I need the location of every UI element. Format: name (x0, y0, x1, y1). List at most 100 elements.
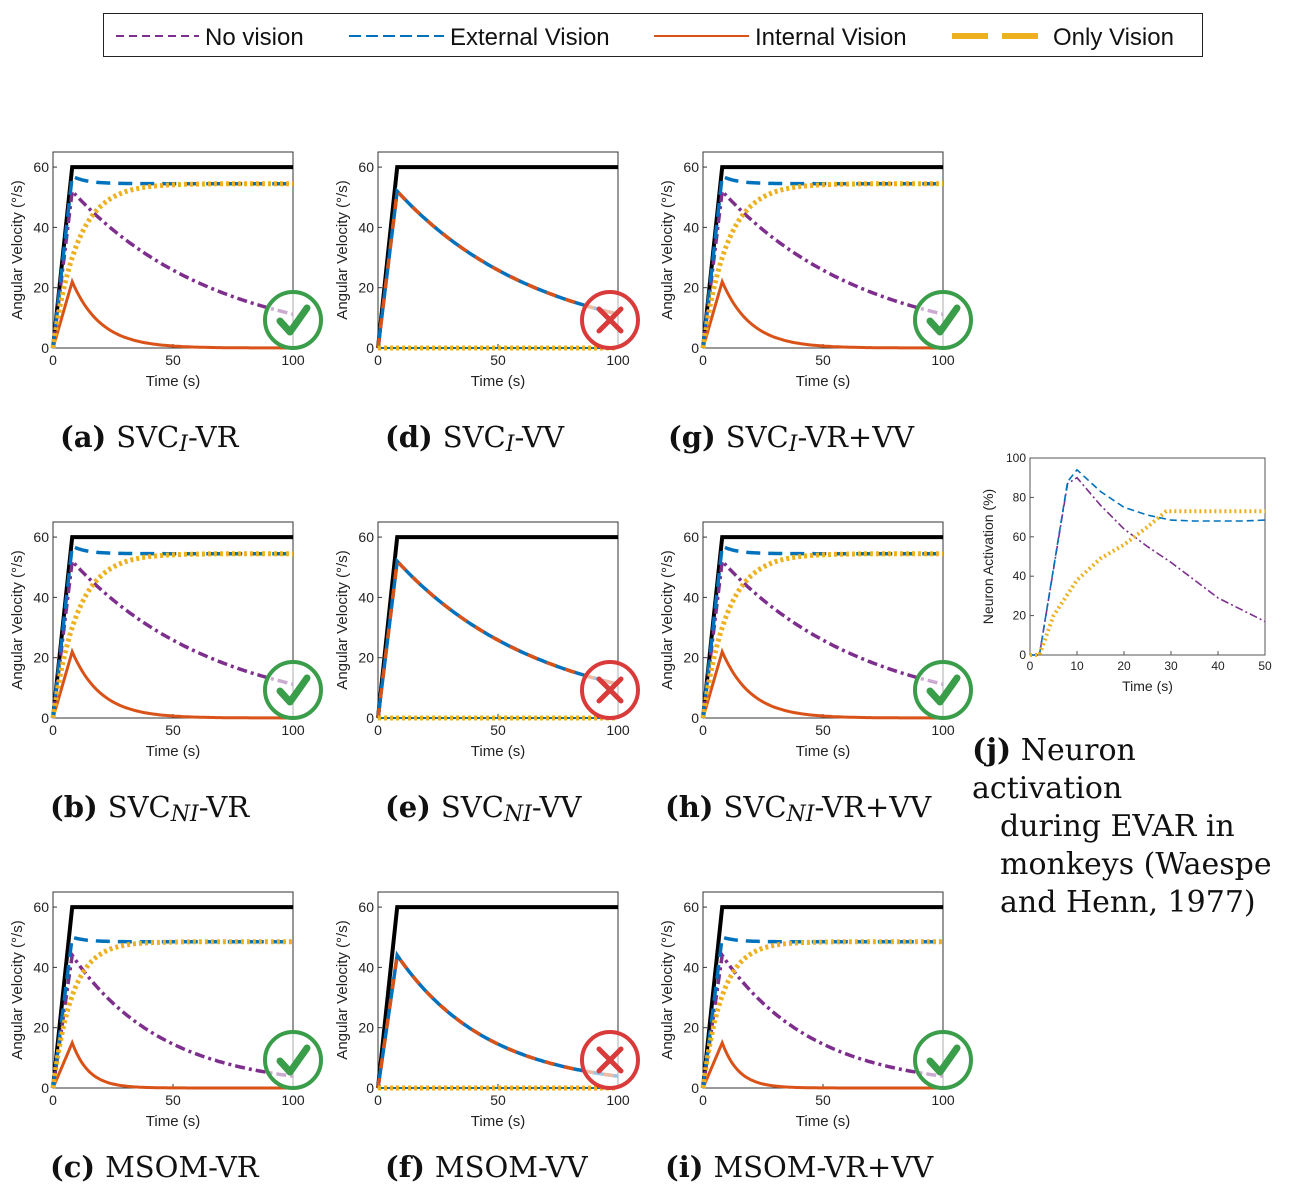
ylabel-e: Angular Velocity (°/s) (334, 550, 351, 689)
ytick-label-e-2: 40 (358, 589, 374, 605)
ytick-label-b-3: 60 (33, 529, 49, 545)
xtick-label-b-0: 0 (49, 722, 57, 738)
ytick-label-j-2: 40 (1013, 569, 1027, 583)
internal-vision-line-g (701, 277, 943, 350)
stimulus-line-f (376, 905, 618, 1089)
ytick-label-f-3: 60 (358, 899, 374, 915)
ytick-label-a-2: 40 (33, 219, 49, 235)
internal-vision-line-a (51, 277, 293, 350)
xtick-label-a-2: 100 (281, 352, 305, 368)
xtick-label-h-1: 50 (815, 722, 831, 738)
ytick-label-i-1: 20 (683, 1020, 699, 1036)
caption-model-g: SVC (725, 420, 789, 454)
caption-i: (i) MSOM-VR+VV (665, 1150, 933, 1184)
ytick-label-h-1: 20 (683, 650, 699, 666)
caption-h: (h) SVCNI-VR+VV (665, 790, 931, 827)
xtick-label-c-0: 0 (49, 1092, 57, 1108)
caption-letter-g: (g) (668, 420, 716, 454)
ytick-label-b-0: 0 (41, 710, 49, 726)
internal-vision-line-d (376, 187, 619, 349)
only-vision-line-b (50, 551, 293, 719)
cross-icon-e (596, 676, 624, 704)
panel-d-chart: 0 20 40 60 0 50 100 Time (s) Angular Velocity (°… (334, 151, 640, 390)
ylabel-b: Angular Velocity (°/s) (9, 550, 26, 689)
caption-model-e: SVC (440, 790, 504, 824)
xtick-label-j-3: 30 (1164, 659, 1178, 673)
ytick-label-a-3: 60 (33, 159, 49, 175)
no-vision-line-i (701, 950, 944, 1089)
panel-j-chart: 0 20 40 60 80 100 0 10 20 30 40 50 Time (s) Neuron Ac… (980, 451, 1272, 694)
no-vision-line-c (51, 950, 294, 1089)
no-vision-line-g (701, 187, 944, 349)
xtick-label-e-0: 0 (374, 722, 382, 738)
stimulus-line-i (701, 905, 943, 1089)
legend-label-3: Internal Vision (755, 24, 907, 51)
xlabel-d: Time (s) (471, 373, 525, 390)
legend-label-1: No vision (205, 24, 304, 51)
xtick-label-i-1: 50 (815, 1092, 831, 1108)
xtick-label-c-2: 100 (281, 1092, 305, 1108)
caption-e: (e) SVCNI-VV (385, 790, 581, 827)
ytick-label-f-2: 40 (358, 959, 374, 975)
caption-suffix-b: -VR (198, 790, 250, 824)
stimulus-line-g (701, 165, 943, 349)
ytick-label-c-1: 20 (33, 1020, 49, 1036)
ylabel-f: Angular Velocity (°/s) (334, 920, 351, 1059)
ytick-label-c-3: 60 (33, 899, 49, 915)
ytick-label-d-1: 20 (358, 280, 374, 296)
ylabel-j: Neuron Activation (%) (980, 489, 996, 624)
axes-box-i (702, 891, 944, 1089)
xtick-label-e-1: 50 (490, 722, 506, 738)
cross-icon-d (596, 306, 624, 334)
xtick-label-g-0: 0 (699, 352, 707, 368)
check-icon-i (926, 1044, 961, 1076)
axes-box-c (52, 891, 294, 1089)
cross-icon-f (596, 1046, 624, 1074)
xtick-label-c-1: 50 (165, 1092, 181, 1108)
xtick-label-g-1: 50 (815, 352, 831, 368)
ytick-label-h-0: 0 (691, 710, 699, 726)
xtick-label-g-2: 100 (931, 352, 955, 368)
caption-subscript-g: I (788, 432, 798, 457)
caption-model-d: SVC (442, 420, 506, 454)
stimulus-line-h (701, 535, 943, 719)
caption-model-f: MSOM (434, 1150, 538, 1184)
caption-suffix-h: -VR+VV (814, 790, 932, 824)
stimulus-line-b (51, 535, 293, 719)
xlabel-f: Time (s) (471, 1113, 525, 1130)
legend-label-2: External Vision (450, 24, 610, 51)
caption-letter-d: (d) (385, 420, 433, 454)
no-vision-line-a (51, 187, 294, 349)
ylabel-a: Angular Velocity (°/s) (9, 180, 26, 319)
stimulus-line-a (51, 165, 293, 349)
check-icon-h (926, 674, 961, 706)
caption-subscript-a: I (179, 432, 188, 457)
caption-g: (g) SVCI-VR+VV (668, 420, 914, 457)
only-vision-line-h (700, 551, 943, 719)
caption-model-c: MSOM (105, 1150, 209, 1184)
caption-j-line-2: during EVAR in (1000, 809, 1235, 844)
xtick-label-b-2: 100 (281, 722, 305, 738)
caption-subscript-d: I (505, 432, 515, 457)
ytick-label-b-1: 20 (33, 650, 49, 666)
xlabel-b: Time (s) (146, 743, 200, 760)
xtick-label-d-2: 100 (606, 352, 630, 368)
ytick-label-i-3: 60 (683, 899, 699, 915)
xtick-label-i-0: 0 (699, 1092, 707, 1108)
ytick-label-h-3: 60 (683, 529, 699, 545)
xtick-label-d-0: 0 (374, 352, 382, 368)
only-vision-line-a (50, 181, 293, 349)
plot-area-d (376, 165, 619, 351)
xtick-label-f-2: 100 (606, 1092, 630, 1108)
caption-f: (f) MSOM-VV (385, 1150, 588, 1184)
axes-box-j (1029, 457, 1266, 656)
xlabel-j: Time (s) (1122, 678, 1173, 694)
ytick-label-a-0: 0 (41, 340, 49, 356)
plot-area-h (700, 535, 944, 720)
ytick-label-h-2: 40 (683, 589, 699, 605)
ytick-label-g-0: 0 (691, 340, 699, 356)
xlabel-c: Time (s) (146, 1113, 200, 1130)
caption-j-line-1: (j) Neuron activation (972, 732, 1292, 808)
xtick-label-d-1: 50 (490, 352, 506, 368)
ytick-label-d-0: 0 (366, 340, 374, 356)
